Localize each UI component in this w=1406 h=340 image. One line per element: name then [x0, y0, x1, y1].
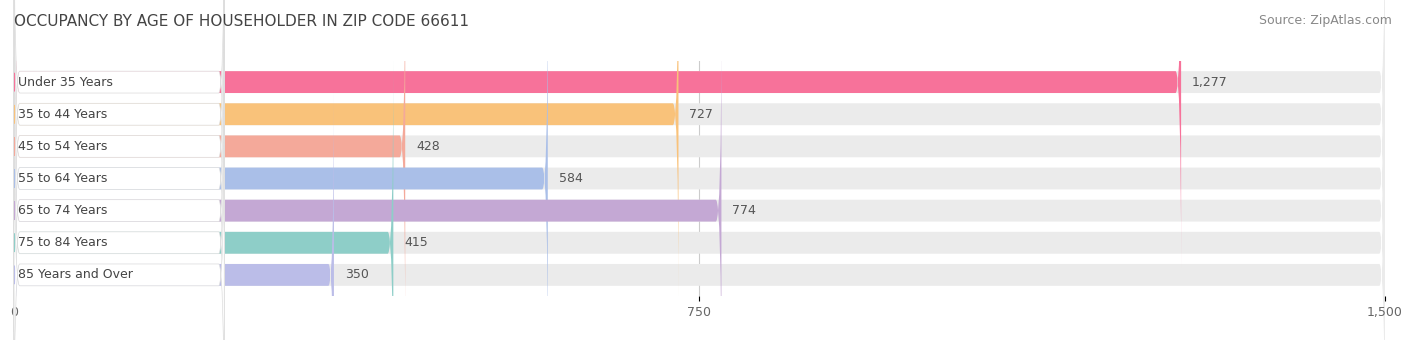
Text: 65 to 74 Years: 65 to 74 Years [18, 204, 107, 217]
FancyBboxPatch shape [14, 25, 1385, 340]
Text: 75 to 84 Years: 75 to 84 Years [18, 236, 108, 249]
FancyBboxPatch shape [14, 0, 225, 300]
FancyBboxPatch shape [14, 89, 335, 340]
FancyBboxPatch shape [14, 0, 405, 332]
Text: Source: ZipAtlas.com: Source: ZipAtlas.com [1258, 14, 1392, 27]
FancyBboxPatch shape [14, 0, 225, 268]
Text: OCCUPANCY BY AGE OF HOUSEHOLDER IN ZIP CODE 66611: OCCUPANCY BY AGE OF HOUSEHOLDER IN ZIP C… [14, 14, 470, 29]
Text: 584: 584 [558, 172, 582, 185]
Text: 85 Years and Over: 85 Years and Over [18, 268, 134, 282]
FancyBboxPatch shape [14, 0, 1385, 340]
FancyBboxPatch shape [14, 25, 721, 340]
FancyBboxPatch shape [14, 0, 1385, 300]
Text: 415: 415 [405, 236, 427, 249]
FancyBboxPatch shape [14, 0, 225, 332]
FancyBboxPatch shape [14, 0, 1385, 332]
FancyBboxPatch shape [14, 0, 225, 340]
FancyBboxPatch shape [14, 25, 225, 340]
FancyBboxPatch shape [14, 0, 1181, 268]
Text: 727: 727 [689, 108, 713, 121]
Text: Under 35 Years: Under 35 Years [18, 75, 112, 89]
FancyBboxPatch shape [14, 0, 679, 300]
Text: 1,277: 1,277 [1192, 75, 1227, 89]
Text: 350: 350 [344, 268, 368, 282]
Text: 428: 428 [416, 140, 440, 153]
FancyBboxPatch shape [14, 0, 1385, 268]
FancyBboxPatch shape [14, 57, 394, 340]
Text: 35 to 44 Years: 35 to 44 Years [18, 108, 107, 121]
FancyBboxPatch shape [14, 89, 1385, 340]
FancyBboxPatch shape [14, 89, 225, 340]
Text: 55 to 64 Years: 55 to 64 Years [18, 172, 107, 185]
FancyBboxPatch shape [14, 57, 1385, 340]
FancyBboxPatch shape [14, 57, 225, 340]
Text: 45 to 54 Years: 45 to 54 Years [18, 140, 107, 153]
Text: 774: 774 [733, 204, 756, 217]
FancyBboxPatch shape [14, 0, 548, 340]
